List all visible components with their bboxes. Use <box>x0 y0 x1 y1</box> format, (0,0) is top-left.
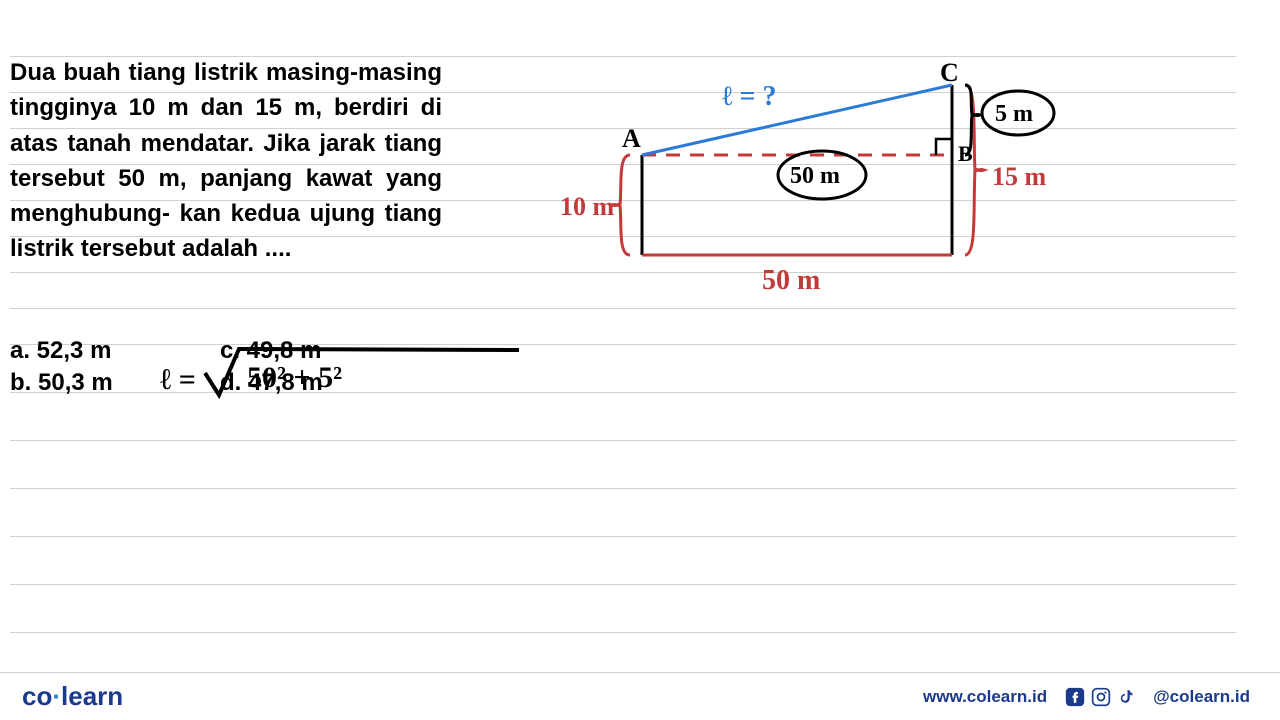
label-B: B <box>958 141 973 166</box>
ruled-line <box>10 632 1236 633</box>
ruled-line <box>10 536 1236 537</box>
work-expression: ℓ = 50² + 5² <box>160 347 533 403</box>
tiktok-icon <box>1117 687 1135 707</box>
diagram-svg: A C B ℓ = ? 5 m 15 m 10 m 50 m 50 m <box>522 55 1222 335</box>
social-icons <box>1065 687 1135 707</box>
footer-handle: @colearn.id <box>1153 687 1250 707</box>
ruled-line <box>10 584 1236 585</box>
footer-right: www.colearn.id @colearn.id <box>923 687 1250 707</box>
footer-url: www.colearn.id <box>923 687 1047 707</box>
radical-expr: 50² + 5² <box>247 361 342 394</box>
label-10m: 10 m <box>560 192 615 221</box>
logo-co: co <box>22 681 52 711</box>
label-lq: ℓ = ? <box>722 81 776 112</box>
instagram-icon <box>1091 687 1111 707</box>
logo-dot: · <box>52 681 61 711</box>
wire-line <box>642 85 952 155</box>
ruled-line <box>10 488 1236 489</box>
question-text: Dua buah tiang listrik masing-masing tin… <box>10 55 442 335</box>
question-block: Dua buah tiang listrik masing-masing tin… <box>10 55 1270 335</box>
label-50m-top: 50 m <box>790 163 840 189</box>
label-A: A <box>622 124 641 153</box>
radical-svg: 50² + 5² <box>203 347 533 403</box>
footer: co·learn www.colearn.id @colearn.id <box>0 672 1280 720</box>
label-C: C <box>940 58 959 87</box>
content-area: Dua buah tiang listrik masing-masing tin… <box>10 55 1270 397</box>
brace-10m <box>612 155 630 255</box>
ruled-line <box>10 440 1236 441</box>
right-angle <box>936 139 952 155</box>
label-5m: 5 m <box>995 101 1033 127</box>
label-15m: 15 m <box>992 162 1047 191</box>
work-radical: 50² + 5² <box>203 347 533 403</box>
diagram: A C B ℓ = ? 5 m 15 m 10 m 50 m 50 m <box>522 55 1222 335</box>
logo: co·learn <box>22 681 123 712</box>
work-l: ℓ = <box>160 363 196 396</box>
facebook-icon <box>1065 687 1085 707</box>
label-50m-bottom: 50 m <box>762 265 820 296</box>
logo-learn: learn <box>61 681 123 711</box>
